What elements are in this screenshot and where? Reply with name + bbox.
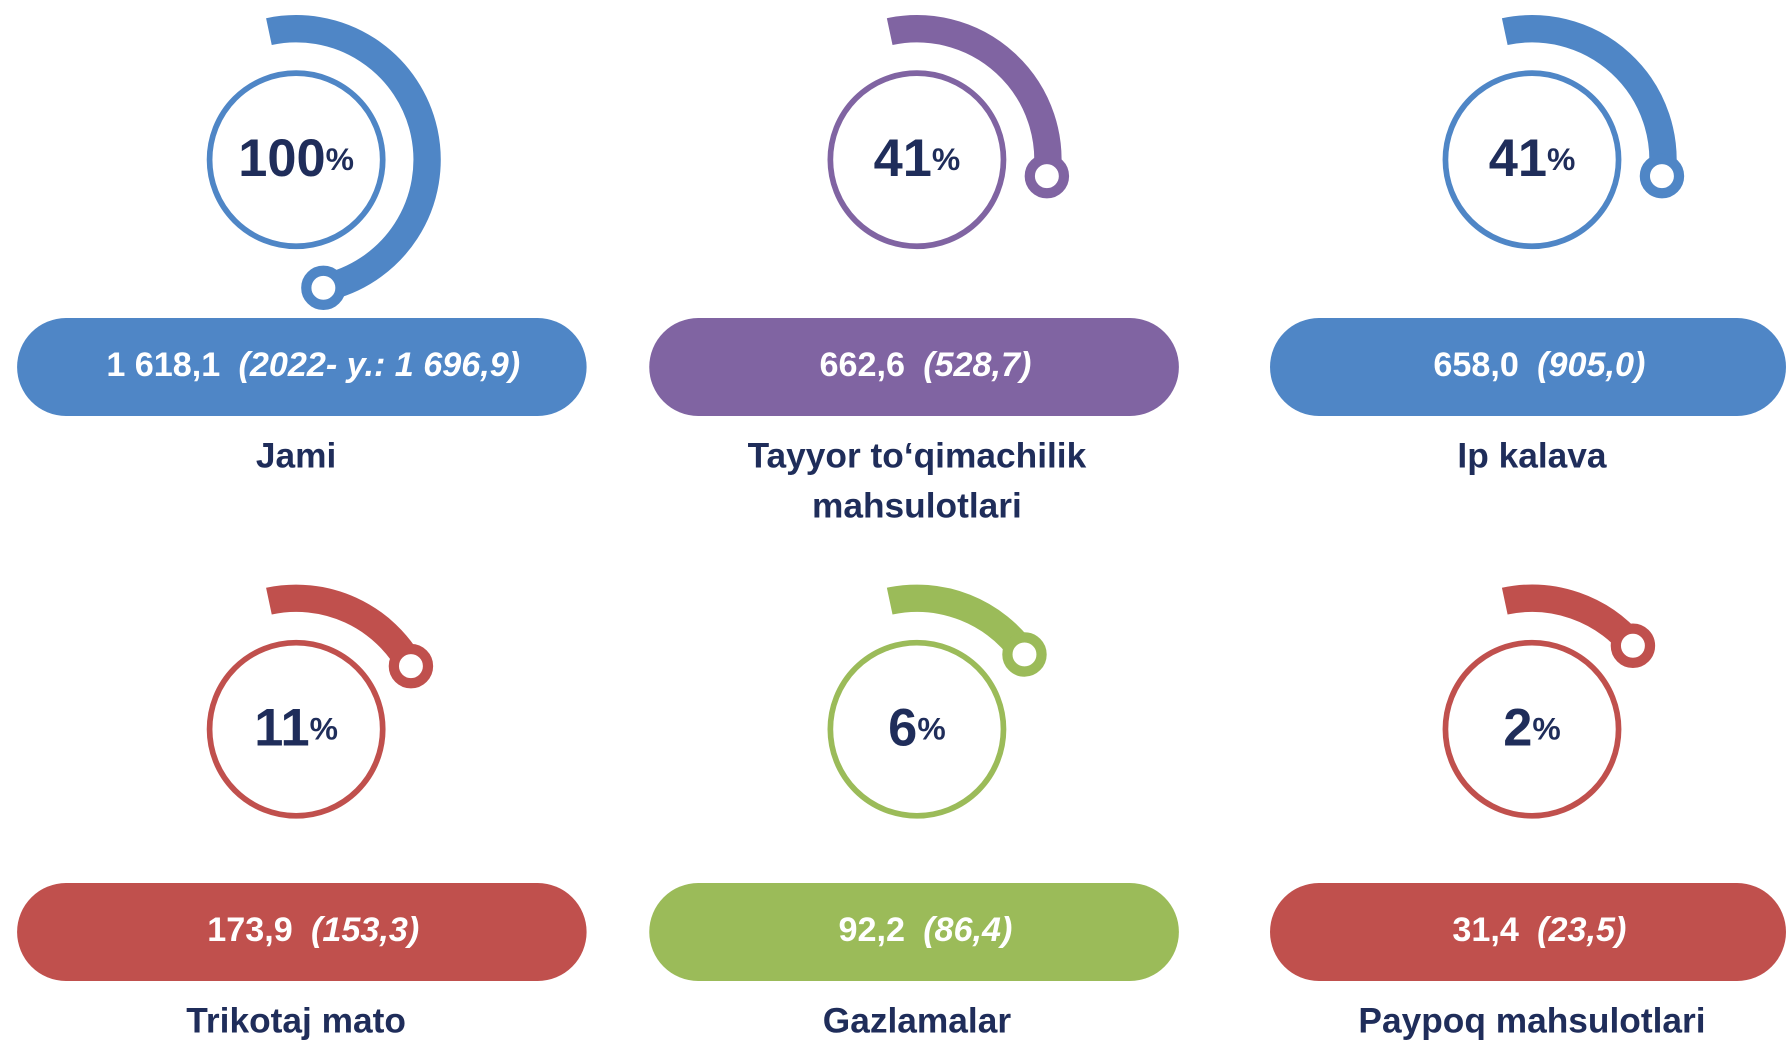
item-label: Ip kalava xyxy=(1457,436,1607,475)
value-pill xyxy=(649,318,1179,417)
percent-text: 6% xyxy=(888,699,945,757)
prior-value: (905,0) xyxy=(1537,346,1645,384)
current-value: 1 618,1 xyxy=(106,346,220,384)
value-pill xyxy=(649,883,1179,981)
percent-unit: % xyxy=(932,141,960,177)
value-pill xyxy=(1270,883,1786,981)
percent-value: 2 xyxy=(1503,699,1532,757)
gauge-ring xyxy=(1639,153,1685,199)
percent-value: 11 xyxy=(254,699,309,757)
value-pill xyxy=(1270,318,1786,417)
percent-value: 41 xyxy=(1489,130,1547,188)
item-label: mahsulotlari xyxy=(812,487,1022,526)
item-label: Trikotaj mato xyxy=(186,1001,406,1040)
gauge-ring xyxy=(1024,153,1070,199)
percent-text: 41% xyxy=(874,130,961,188)
percent-text: 100% xyxy=(238,130,354,188)
percent-circle xyxy=(206,639,386,819)
value-text: 1 618,1 (2022- y.: 1 696,9) xyxy=(106,346,520,384)
item-label: Tayyor to‘qimachilik xyxy=(748,436,1087,475)
gauge-arc xyxy=(886,15,1062,178)
prior-value: (2022- y.: 1 696,9) xyxy=(239,346,521,384)
item-label: Paypoq mahsulotlari xyxy=(1358,1001,1705,1040)
current-value: 92,2 xyxy=(838,911,904,949)
value-pill xyxy=(17,318,587,417)
current-value: 662,6 xyxy=(819,346,904,384)
percent-unit: % xyxy=(917,711,945,747)
percent-circle xyxy=(827,639,1007,819)
current-value: 658,0 xyxy=(1433,346,1518,384)
prior-value: (86,4) xyxy=(923,911,1012,949)
percent-unit: % xyxy=(310,711,338,747)
value-text: 173,9 (153,3) xyxy=(207,911,419,949)
prior-value: (528,7) xyxy=(923,346,1031,384)
percent-circle xyxy=(827,70,1007,250)
prior-value: (153,3) xyxy=(311,911,419,949)
gauge-arc xyxy=(266,15,441,302)
percent-circle xyxy=(206,70,386,250)
percent-value: 6 xyxy=(888,699,917,757)
gauge-ring xyxy=(388,643,434,689)
gauge-ring xyxy=(1002,632,1047,677)
percent-text: 11% xyxy=(254,699,338,757)
current-value: 173,9 xyxy=(207,911,292,949)
prior-value: (23,5) xyxy=(1537,911,1626,949)
value-text: 658,0 (905,0) xyxy=(1433,346,1645,384)
percent-value: 100 xyxy=(238,130,325,188)
percent-value: 41 xyxy=(874,130,932,188)
value-pill xyxy=(17,883,587,981)
percent-text: 2% xyxy=(1503,699,1560,757)
value-text: 662,6 (528,7) xyxy=(819,346,1031,384)
value-text: 31,4 (23,5) xyxy=(1452,911,1626,949)
percent-circle xyxy=(1442,70,1622,250)
item-label: Jami xyxy=(256,436,336,475)
percent-unit: % xyxy=(326,141,354,177)
current-value: 31,4 xyxy=(1452,911,1518,949)
item-label: Gazlamalar xyxy=(823,1001,1012,1040)
value-text: 92,2 (86,4) xyxy=(838,911,1012,949)
gauge-ring xyxy=(301,265,346,311)
gauge-ring xyxy=(1610,623,1656,668)
percent-circle xyxy=(1442,639,1622,819)
gauge-arc xyxy=(1501,15,1677,178)
percent-unit: % xyxy=(1547,141,1575,177)
percent-unit: % xyxy=(1532,711,1560,747)
percent-text: 41% xyxy=(1489,130,1576,188)
